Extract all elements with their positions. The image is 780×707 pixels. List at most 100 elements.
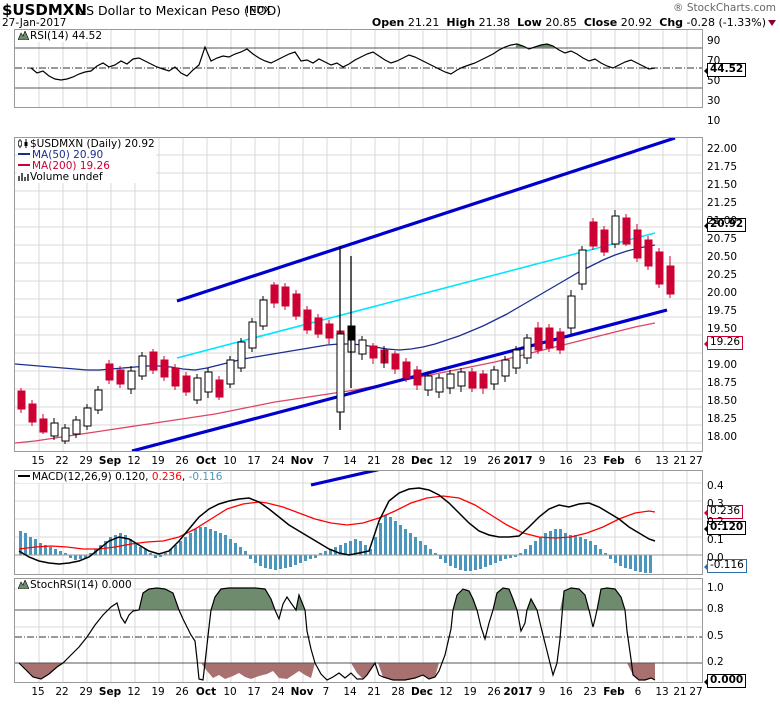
macd-signal-tag: 0.236: [703, 505, 744, 519]
x-tick-22: 22: [55, 455, 69, 467]
rsi-tick-50: 50: [707, 75, 721, 87]
x-tick-19: 19: [151, 455, 165, 467]
macd-channel-overflow: [310, 471, 380, 487]
stochrsi-tick-02: 0.2: [707, 656, 724, 668]
price-tick-2200: 22.00: [707, 143, 738, 155]
x-tick-26: 26: [487, 455, 501, 467]
price-legend: $USDMXN (Daily) 20.92 MA(50) 20.90 MA(20…: [17, 139, 156, 183]
rsi-legend-text: RSI(14) 44.52: [30, 30, 103, 42]
stochrsi-oversold-fills: [19, 663, 655, 680]
x-tick-12: 12: [439, 686, 453, 698]
low-value: 20.85: [545, 16, 577, 29]
ma50-swatch-icon: [18, 153, 30, 155]
price-legend-row-volume: Volume undef: [18, 172, 155, 183]
x-tick-6: 6: [634, 455, 642, 467]
price-legend-title: $USDMXN (Daily) 20.92: [30, 138, 155, 150]
macd-legend-signal: 0.236: [151, 471, 182, 483]
x-tick-26: 26: [175, 455, 189, 467]
macd-hist-tag: -0.116: [704, 559, 747, 573]
x-tick-9: 9: [538, 455, 546, 467]
x-tick-14: 14: [343, 455, 357, 467]
ma200-legend-text: MA(200) 19.26: [32, 160, 110, 172]
x-tick-19: 19: [463, 686, 477, 698]
down-arrow-icon: [768, 20, 776, 26]
x-tick-21: 21: [673, 686, 687, 698]
candlestick-series: [17, 210, 675, 444]
x-tick-16: 16: [559, 455, 573, 467]
channel-upper-line: [176, 138, 676, 303]
macd-gridlines: [38, 471, 688, 574]
rsi-plot: [15, 30, 702, 107]
macd-panel: MACD(12,26,9) 0.120, 0.236, -0.116 0.236…: [14, 470, 747, 575]
price-tick-1850: 18.50: [707, 395, 738, 407]
price-legend-row-title: $USDMXN (Daily) 20.92: [18, 139, 155, 150]
channel-lower-line: [131, 308, 668, 451]
x-tick-15: 15: [31, 455, 45, 467]
chg-label: Chg: [659, 16, 684, 29]
x-tick-7: 7: [322, 455, 330, 467]
high-value: 21.38: [478, 16, 511, 29]
price-tick-1800: 18.00: [707, 431, 738, 443]
x-tick-19: 19: [463, 455, 477, 467]
x-tick-sep: Sep: [98, 686, 122, 698]
x-tick-14: 14: [343, 686, 357, 698]
rsi-tick-70: 70: [707, 55, 721, 67]
rsi-tick-30: 30: [707, 95, 721, 107]
x-tick-dec: Dec: [410, 455, 434, 467]
x-tick-24: 24: [271, 455, 285, 467]
rsi-tick-10: 10: [707, 115, 721, 127]
x-tick-21: 21: [367, 686, 381, 698]
stochrsi-mountain-icon: [18, 580, 29, 589]
x-tick-7: 7: [322, 686, 330, 698]
price-value-tag: 20.92: [703, 218, 747, 232]
x-tick-16: 16: [559, 686, 573, 698]
rsi-legend: RSI(14) 44.52: [17, 30, 104, 42]
x-tick-17: 17: [247, 686, 261, 698]
open-label: Open: [371, 16, 405, 29]
x-tick-26: 26: [487, 686, 501, 698]
x-tick-19: 19: [151, 686, 165, 698]
macd-value-tag: 0.120: [703, 521, 747, 535]
rsi-value-tag: 44.52: [703, 63, 747, 77]
x-tick-27: 27: [689, 686, 703, 698]
chart-date: 27-Jan-2017: [2, 17, 67, 29]
price-legend-row-ma50: MA(50) 20.90: [18, 150, 155, 161]
x-tick-28: 28: [391, 686, 405, 698]
macd-swatch-icon: [18, 475, 30, 477]
x-tick-12: 12: [127, 455, 141, 467]
x-tick-12: 12: [127, 686, 141, 698]
macd-legend: MACD(12,26,9) 0.120, 0.236, -0.116: [17, 471, 224, 483]
ma200-line: [15, 322, 656, 444]
x-tick-6: 6: [634, 686, 642, 698]
rsi-overbought-fill: [31, 44, 655, 80]
volume-bars-icon: [18, 172, 29, 181]
high-label: High: [446, 16, 476, 29]
x-tick-15: 15: [31, 686, 45, 698]
stochrsi-legend: StochRSI(14) 0.000: [17, 580, 133, 591]
price-plot: [15, 138, 702, 451]
x-tick-10: 10: [223, 455, 237, 467]
stochrsi-tick-10: 1.0: [707, 582, 724, 594]
price-tick-2075: 20.75: [707, 233, 738, 245]
volume-legend-text: Volume undef: [30, 171, 103, 183]
stockcharts-watermark: ® StockCharts.com: [673, 2, 776, 14]
x-tick-13: 13: [655, 686, 669, 698]
price-tick-2025: 20.25: [707, 269, 738, 281]
macd-legend-hist: -0.116: [188, 471, 223, 483]
stochrsi-plot: [15, 579, 702, 682]
support-trendline: [176, 232, 656, 359]
price-gridlines-h: [15, 154, 702, 444]
x-tick-17: 17: [247, 455, 261, 467]
quote-bar: Open 21.21 High 21.38 Low 20.85 Close 20…: [372, 16, 776, 29]
x-tick-2017: 2017: [503, 455, 533, 467]
chg-value: -0.28 (-1.33%): [686, 16, 766, 29]
x-tick-29: 29: [79, 455, 93, 467]
x-tick-oct: Oct: [195, 455, 217, 467]
close-label: Close: [583, 16, 618, 29]
x-tick-9: 9: [538, 686, 546, 698]
x-tick-21: 21: [367, 455, 381, 467]
open-value: 21.21: [407, 16, 440, 29]
x-tick-12: 12: [439, 455, 453, 467]
x-tick-nov: Nov: [290, 686, 314, 698]
